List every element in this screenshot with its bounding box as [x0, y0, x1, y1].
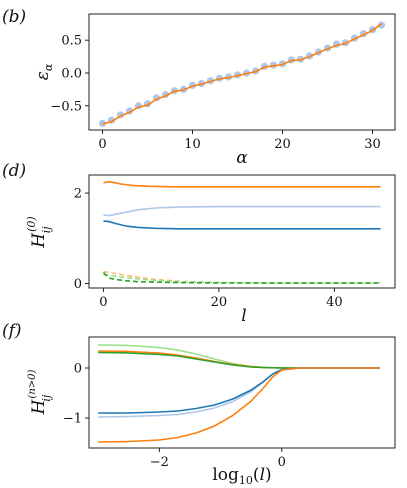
panel-f: (f) −2 0 −1 0 log10(l) H(n>0) ij: [2, 321, 396, 487]
panel-f-y-tick-label: −1: [63, 412, 82, 427]
panel-d-series-line-5: [102, 272, 381, 284]
panel-d-label: (d): [2, 161, 26, 181]
panel-b-x-tick-label: 10: [184, 137, 201, 152]
panel-f-ticks: −2 0 −1 0: [63, 362, 286, 471]
panel-b-y-tick-label: 0.5: [61, 34, 82, 49]
panel-b-x-tick-label: 0: [98, 137, 106, 152]
panel-d-y-tick-label: 2: [74, 187, 82, 202]
svg-text:εα: εα: [33, 63, 55, 80]
panel-b-x-axis-label: α: [236, 148, 248, 168]
panel-d-series-line-0: [103, 180, 381, 188]
panel-f-series-line-4: [98, 367, 380, 414]
panel-f-y-axis-label: H(n>0) ij: [27, 369, 53, 415]
panel-d-x-axis-label: l: [241, 306, 246, 326]
svg-text:H(n>0)ij: H(n>0) ij: [27, 369, 53, 415]
panel-f-y-tick-label: 0: [74, 362, 82, 377]
panel-b-ticks: 0 10 20 30 −0.5 0.0 0.5: [50, 34, 380, 152]
panel-b-label: (b): [2, 7, 26, 27]
panel-b-axes-frame: [88, 13, 396, 131]
panel-d-series-line-2: [103, 220, 381, 230]
panel-d-y-axis-label: H(0) ij: [25, 216, 53, 248]
panel-b-series-line-1: [102, 23, 382, 125]
panel-d: (d) 0 20 40 0 2 l H(0) ij: [2, 161, 396, 326]
panel-f-label: (f): [2, 321, 22, 341]
panel-d-axes-frame: [88, 174, 396, 289]
panel-b-point: [377, 21, 386, 29]
panel-d-x-tick-label: 0: [99, 295, 107, 310]
panel-f-x-tick-label: 0: [278, 455, 286, 470]
panel-b-y-tick-label: −0.5: [50, 99, 82, 114]
svg-text:H(0)ij: H(0) ij: [25, 216, 53, 248]
panel-f-series-line-2: [98, 351, 380, 369]
panel-d-x-tick-label: 20: [211, 295, 228, 310]
panel-f-x-axis-label: log10(l): [212, 465, 271, 487]
panel-b-y-tick-label: 0.0: [61, 66, 82, 81]
panel-d-series-line-1: [103, 205, 381, 217]
panel-f-series-line-5: [98, 367, 380, 443]
panel-b-y-axis-label: εα: [33, 63, 55, 80]
panel-b-x-tick-label: 30: [364, 137, 381, 152]
panel-f-series: [98, 344, 380, 443]
panel-d-x-tick-label: 40: [326, 295, 343, 310]
panel-d-y-tick-label: 0: [74, 277, 82, 292]
panel-f-axes-frame: [88, 336, 396, 449]
panel-b-x-tick-label: 20: [274, 137, 291, 152]
panel-b: (b) 0 10 20 30 −0.5 0.0 0.5 α εα: [2, 7, 396, 168]
panel-f-x-tick-label: −2: [150, 455, 169, 470]
panel-d-series: [102, 180, 381, 284]
panel-b-series: [98, 21, 386, 127]
panel-d-ticks: 0 20 40 0 2: [74, 187, 343, 310]
